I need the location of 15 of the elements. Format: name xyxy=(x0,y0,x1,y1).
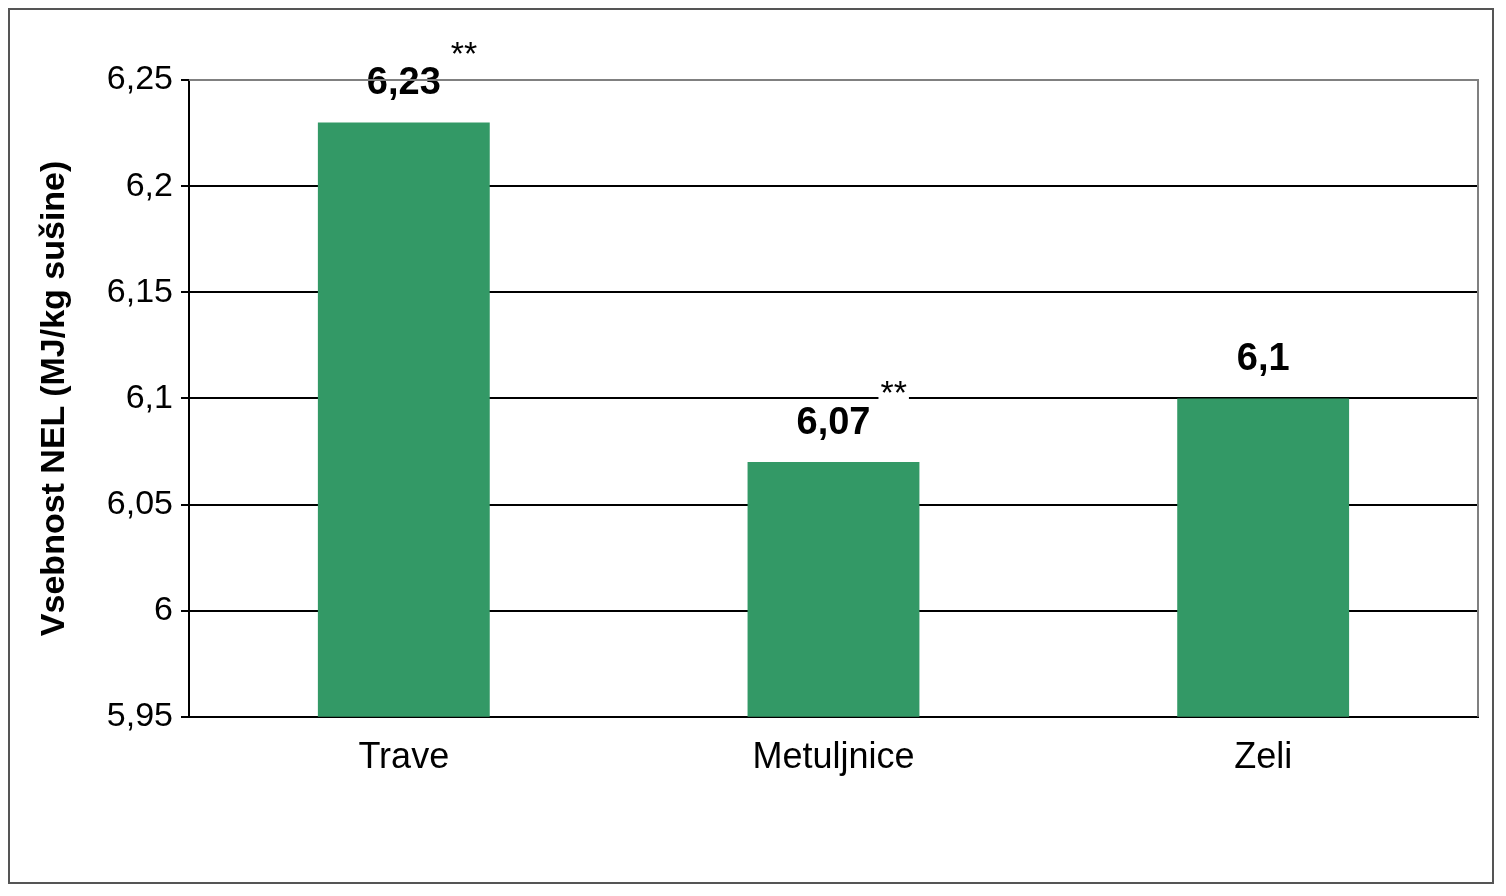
data-label: 6,07 xyxy=(796,399,871,442)
y-tick-label: 6,1 xyxy=(125,376,173,415)
x-tick-label: Zeli xyxy=(1234,735,1293,777)
y-tick-label: 6,2 xyxy=(125,164,173,203)
y-tick-label: 6,25 xyxy=(106,58,173,97)
y-tick-label: 6 xyxy=(154,589,173,628)
x-tick-label: Metuljnice xyxy=(752,735,915,777)
y-tick-label: 6,15 xyxy=(106,270,173,309)
annotation: ** xyxy=(880,373,907,412)
x-tick-label: Trave xyxy=(358,735,450,777)
y-tick-label: 6,05 xyxy=(106,482,173,521)
y-axis-title: Vsebnost NEL (MJ/kg sušine) xyxy=(32,160,71,637)
annotation: ** xyxy=(450,33,478,72)
data-label: 6,1 xyxy=(1236,335,1290,378)
y-tick-label: 5,95 xyxy=(106,695,173,734)
